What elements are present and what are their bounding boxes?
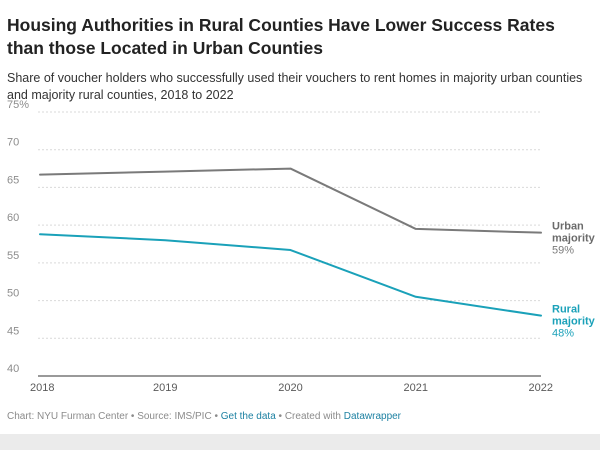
datawrapper-link[interactable]: Datawrapper: [343, 411, 402, 422]
y-tick-label: 65: [7, 174, 19, 186]
series-end-value-urban: 59%: [552, 245, 574, 257]
x-tick-label: 2019: [153, 382, 177, 394]
chart-title: Housing Authorities in Rural Counties Ha…: [7, 15, 555, 58]
series-line-urban: [39, 167, 542, 234]
y-tick-label: 40: [7, 363, 19, 375]
y-tick-label: 55: [7, 250, 19, 262]
series-end-value-rural: 48%: [552, 328, 574, 340]
series-label-rural-line2: majority: [552, 316, 596, 328]
series-label-rural: Rural: [552, 304, 580, 316]
gridlines: [38, 111, 541, 377]
x-tick-label: 2021: [404, 382, 428, 394]
series-label-urban: Urban: [552, 221, 584, 233]
y-tick-label: 75%: [7, 99, 29, 111]
y-tick-label: 60: [7, 212, 19, 224]
series-line-rural: [39, 233, 542, 317]
chart-footer: Chart: NYU Furman Center • Source: IMS/P…: [7, 411, 401, 422]
y-tick-label: 45: [7, 325, 19, 337]
series-lines: [39, 167, 542, 317]
y-axis-ticks: 75% 70 65 60 55 50 45 40: [7, 99, 29, 375]
chart-subtitle: Share of voucher holders who successfull…: [7, 71, 583, 102]
footer-credit: Chart: NYU Furman Center • Source: IMS/P…: [7, 411, 221, 422]
x-tick-label: 2022: [529, 382, 553, 394]
chart-card: Housing Authorities in Rural Counties Ha…: [0, 0, 600, 434]
y-tick-label: 70: [7, 137, 19, 149]
x-tick-label: 2018: [30, 382, 54, 394]
get-data-link[interactable]: Get the data: [220, 411, 276, 422]
x-tick-label: 2020: [278, 382, 302, 394]
footer-created: • Created with: [275, 411, 344, 422]
y-tick-label: 50: [7, 288, 19, 300]
series-label-urban-line2: majority: [552, 233, 596, 245]
x-axis-ticks: 2018 2019 2020 2021 2022: [30, 382, 553, 394]
line-chart: 75% 70 65 60 55 50 45 40 2018 2019 2020 2021 2022 U…: [7, 99, 596, 394]
